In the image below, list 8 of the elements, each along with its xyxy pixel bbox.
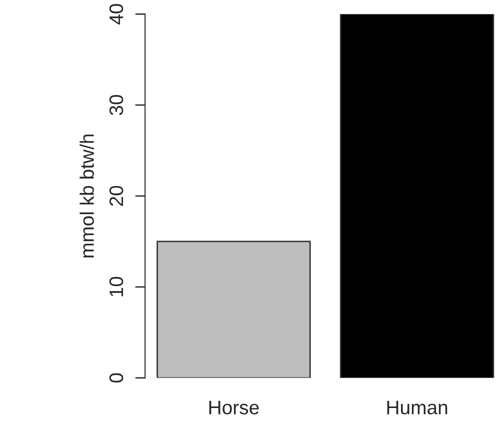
- y-tick-label: 20: [109, 186, 124, 206]
- y-tick-label: 10: [109, 276, 124, 296]
- x-tick-label: Human: [387, 400, 448, 414]
- x-tick-label: Horse: [209, 400, 259, 414]
- y-axis-title: mmol kb btw/h: [80, 134, 94, 258]
- y-tick-label: 40: [109, 4, 124, 24]
- y-tick-label: 30: [109, 94, 124, 116]
- y-tick-label: 0: [109, 373, 124, 383]
